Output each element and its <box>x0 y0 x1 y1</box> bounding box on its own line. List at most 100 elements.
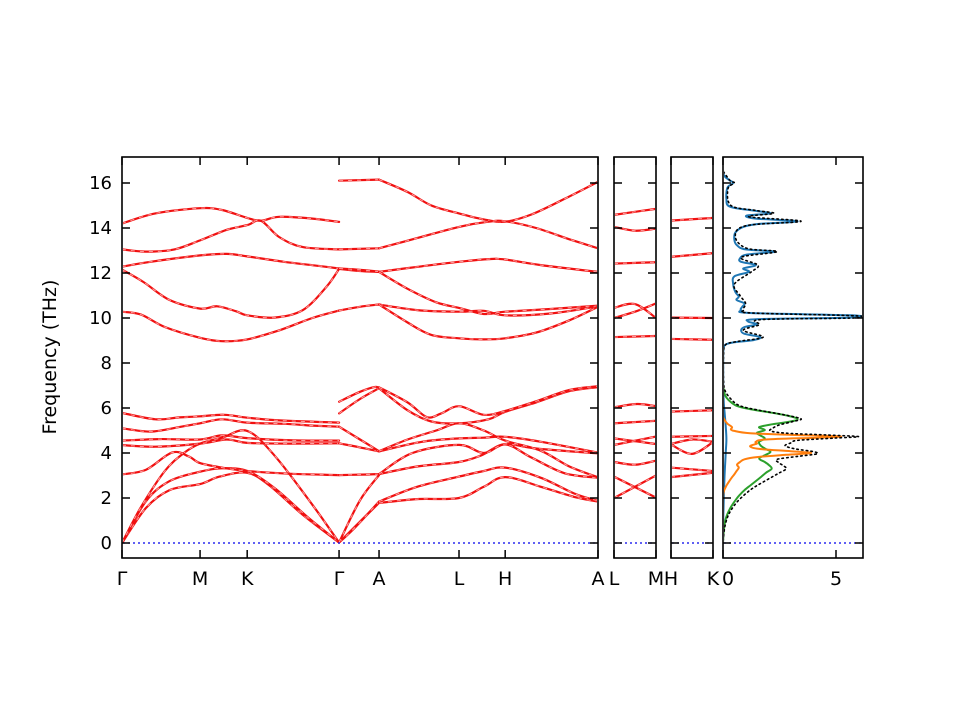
phonon-band-overlay <box>339 247 380 250</box>
y-tick-label: 0 <box>101 533 112 554</box>
bands_main-ticks <box>121 157 599 558</box>
phonon-band-overlay <box>339 268 380 273</box>
phonon-band <box>338 303 381 312</box>
phonon-band-overlay <box>378 304 597 340</box>
dos-total-dotted <box>724 171 862 541</box>
phonon-band-overlay <box>672 435 712 438</box>
bands_HK-curves <box>672 216 712 479</box>
phonon-band-overlay <box>378 304 597 316</box>
kpoint-label: H <box>498 568 512 590</box>
bands_main-frame <box>121 156 599 559</box>
phonon-band <box>123 219 341 253</box>
y-tick-label: 12 <box>89 263 112 284</box>
phonon-band-overlay <box>378 422 597 478</box>
phonon-band-overlay <box>339 268 380 273</box>
phonon-band-overlay <box>615 303 655 319</box>
phonon-band-overlay <box>338 501 380 543</box>
phonon-band-overlay <box>123 219 340 253</box>
phonon-band-overlay <box>123 434 340 442</box>
phonon-band-overlay <box>339 473 380 476</box>
dos-frame <box>722 156 864 559</box>
kpoint-label: L <box>454 568 465 590</box>
phonon-band <box>123 471 341 544</box>
phonon-band-overlay <box>672 467 712 472</box>
kpoint-label: M <box>648 568 664 590</box>
y-tick-label: 6 <box>101 398 112 419</box>
kpoint-label: Γ <box>117 568 128 590</box>
phonon-band <box>123 252 341 270</box>
phonon-band <box>123 450 341 477</box>
phonon-band <box>123 206 341 225</box>
phonon-band-overlay <box>378 466 597 503</box>
phonon-band <box>377 219 597 250</box>
phonon-band <box>123 438 341 448</box>
phonon-band-overlay <box>339 179 380 182</box>
phonon-band-overlay <box>378 436 597 453</box>
phonon-band-overlay <box>378 220 597 249</box>
y-tick-label: 16 <box>89 173 112 194</box>
phonon-band-overlay <box>378 258 597 273</box>
dos-orange <box>724 416 843 543</box>
phonon-band-overlay <box>615 436 655 446</box>
dos-curves <box>724 158 862 544</box>
phonon-band-overlay <box>672 252 712 258</box>
phonon-band-overlay <box>615 403 655 408</box>
phonon-band-overlay <box>615 476 655 498</box>
phonon-band-overlay <box>123 451 340 476</box>
phonon-band-overlay <box>123 467 340 543</box>
phonon-band-overlay <box>615 261 655 265</box>
bands_LM-frame <box>613 156 657 559</box>
phonon-band <box>672 441 712 455</box>
phonon-band-overlay <box>615 420 655 424</box>
phonon-band-overlay <box>123 310 340 342</box>
kpoint-label: L <box>609 568 620 590</box>
bands_HK-frame <box>670 156 714 559</box>
phonon-band-overlay <box>615 226 655 232</box>
phonon-band-overlay <box>672 409 712 413</box>
phonon-band-overlay <box>615 303 655 318</box>
kpoint-label: M <box>192 568 208 590</box>
y-tick-label: 8 <box>101 353 112 374</box>
kpoint-label: H <box>664 568 678 590</box>
dos-ticks <box>722 157 863 558</box>
phonon-band-overlay <box>123 471 340 543</box>
dos-blue <box>724 158 862 544</box>
kpoint-label: Γ <box>334 568 345 590</box>
phonon-band-overlay <box>378 386 597 424</box>
y-tick-labels: 0 2 4 6 8 10 12 14 16 <box>89 173 112 554</box>
phonon-band <box>377 178 597 223</box>
phonon-band-overlay <box>338 304 380 312</box>
phonon-band-overlay <box>615 335 655 338</box>
phonon-band-overlay <box>338 386 380 403</box>
phonon-band-overlay <box>672 438 712 445</box>
phonon-band-overlay <box>378 476 597 504</box>
phonon-band <box>672 438 712 445</box>
kpoint-label: K <box>241 568 254 590</box>
phonon-band <box>123 467 341 544</box>
phonon-band <box>123 309 341 343</box>
phonon-band-overlay <box>123 253 340 269</box>
phonon-band <box>615 459 655 466</box>
phonon-band-overlay <box>123 429 340 543</box>
phonon-band-overlay <box>672 472 712 478</box>
phonon-band <box>377 257 597 273</box>
phonon-band-overlay <box>123 412 340 424</box>
phonon-band-overlay <box>378 385 597 419</box>
phonon-band-overlay <box>615 475 655 499</box>
kpoint-label: K <box>707 568 720 590</box>
bands_HK-ticks <box>670 157 714 558</box>
bands_LM-curves <box>615 207 655 499</box>
phonon-band-overlay <box>615 208 655 216</box>
phonon-band <box>123 267 341 319</box>
phonon-band-overlay <box>338 442 380 452</box>
phonon-band <box>377 270 597 316</box>
kpoint-label: A <box>592 568 605 590</box>
y-tick-label: 2 <box>101 488 112 509</box>
